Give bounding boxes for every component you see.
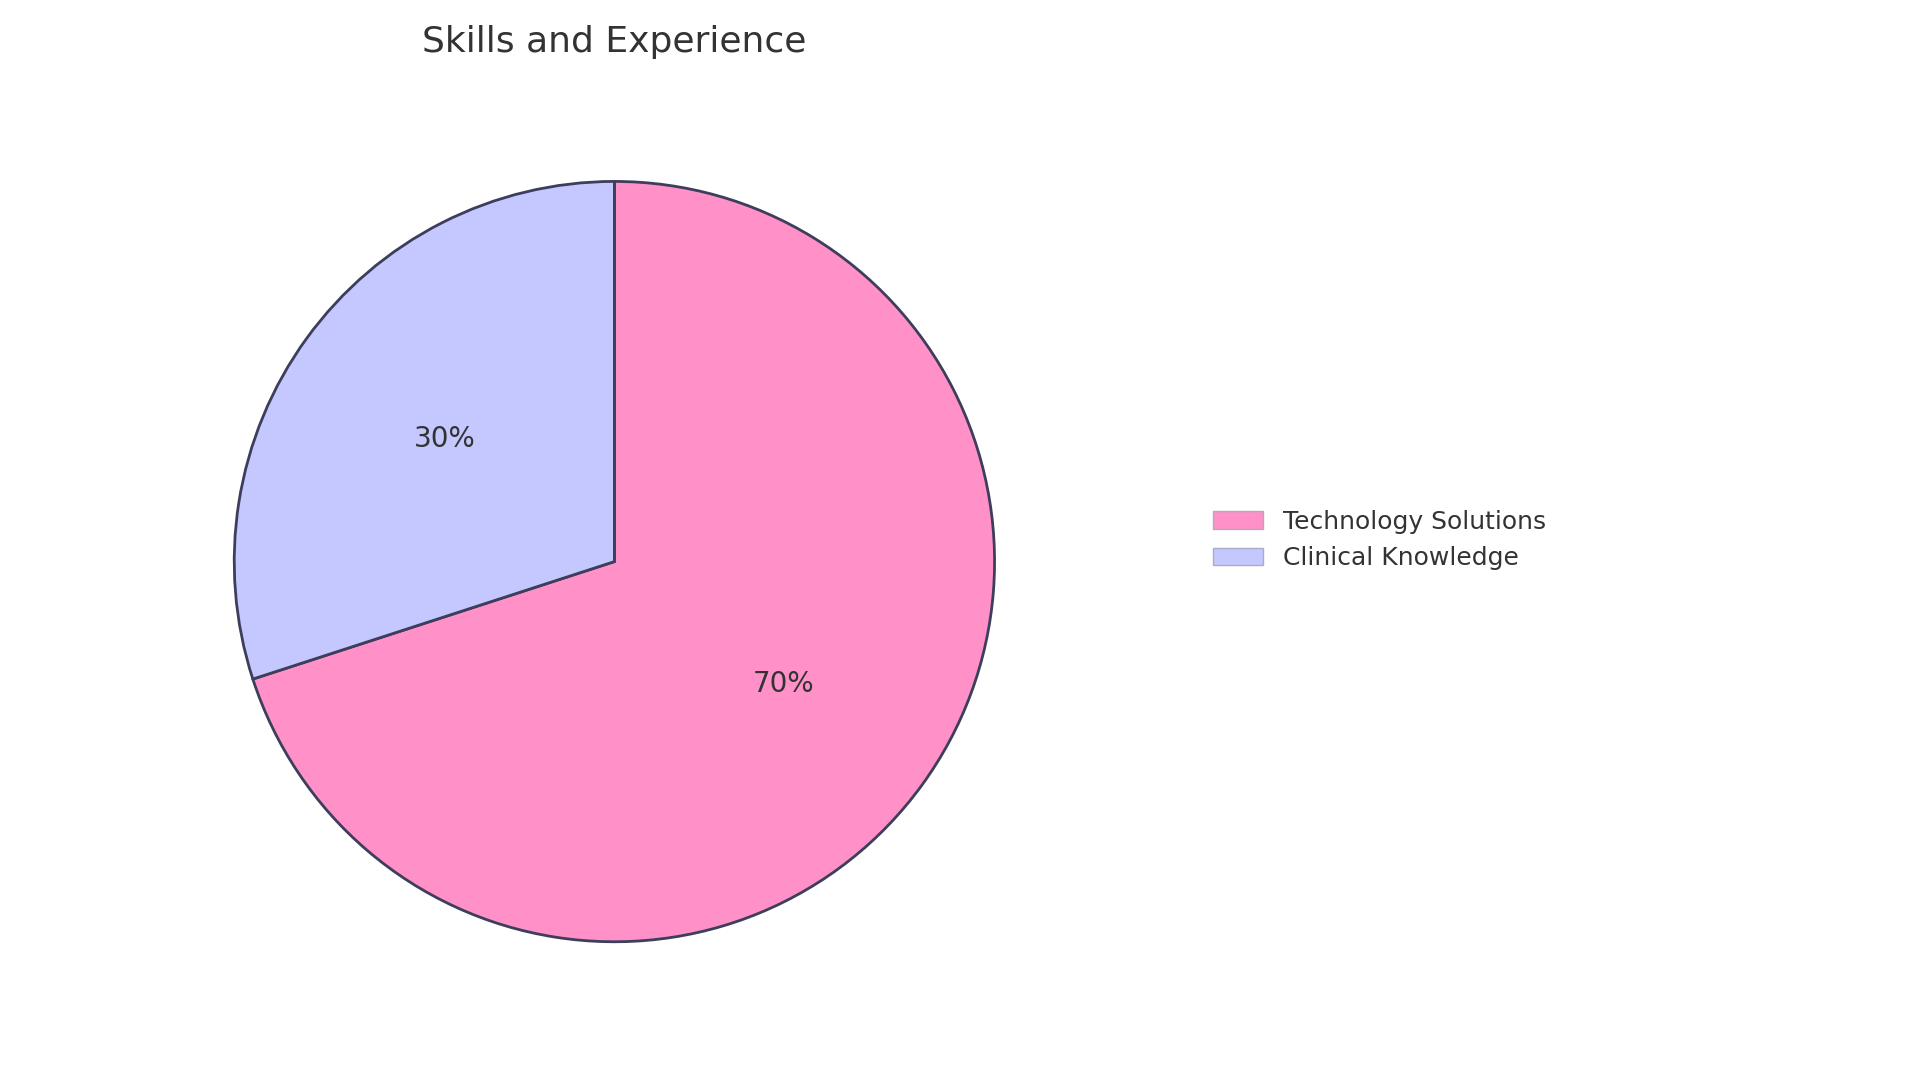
Legend: Technology Solutions, Clinical Knowledge: Technology Solutions, Clinical Knowledge	[1204, 500, 1555, 580]
Wedge shape	[253, 181, 995, 942]
Text: 30%: 30%	[415, 424, 476, 453]
Wedge shape	[234, 181, 614, 679]
Title: Skills and Experience: Skills and Experience	[422, 25, 806, 58]
Text: 70%: 70%	[753, 671, 814, 699]
